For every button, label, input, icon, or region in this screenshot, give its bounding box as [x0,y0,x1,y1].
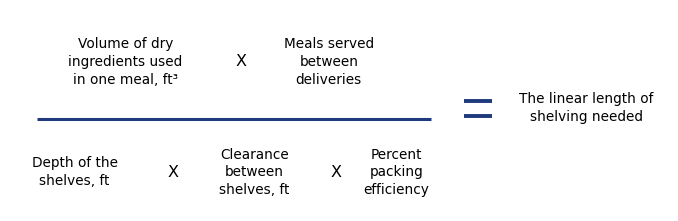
Text: Meals served
between
deliveries: Meals served between deliveries [284,37,374,87]
Text: The linear length of
shelving needed: The linear length of shelving needed [519,92,654,124]
Text: X: X [330,165,341,180]
Text: Volume of dry
ingredients used
in one meal, ft³: Volume of dry ingredients used in one me… [68,37,182,87]
Text: Clearance
between
shelves, ft: Clearance between shelves, ft [219,148,290,197]
Text: Percent
packing
efficiency: Percent packing efficiency [363,148,430,197]
Text: Depth of the
shelves, ft: Depth of the shelves, ft [32,156,117,188]
Text: X: X [167,165,178,180]
Text: X: X [235,54,246,69]
